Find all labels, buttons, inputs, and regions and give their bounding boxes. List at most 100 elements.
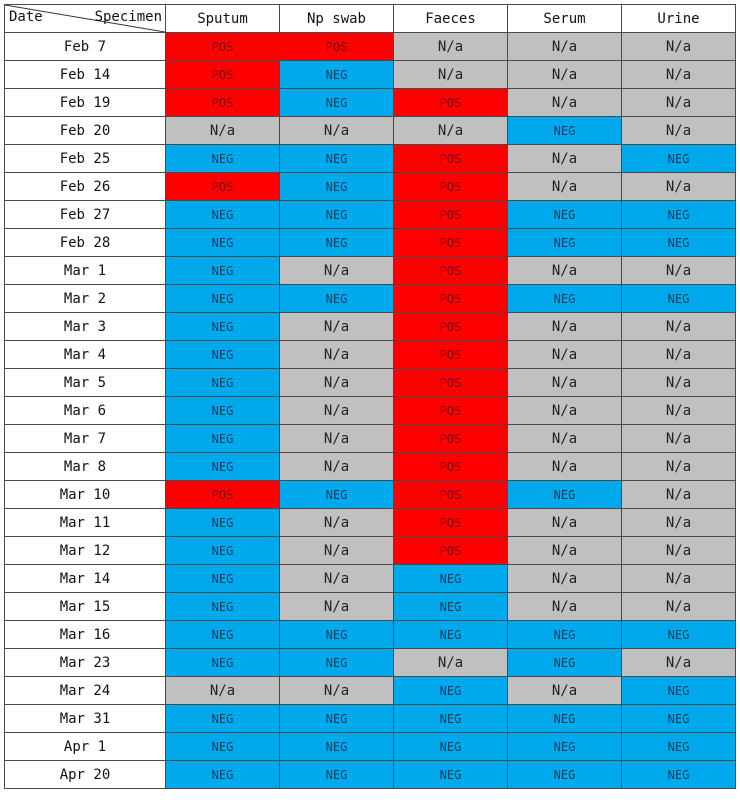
result-cell: NEG — [165, 704, 280, 733]
date-cell: Mar 10 — [4, 480, 166, 509]
date-cell: Mar 3 — [4, 312, 166, 341]
table-row: Mar 8 NEG N/a POS N/a N/a — [4, 452, 736, 481]
result-cell: NEG — [165, 144, 280, 173]
result-cell: N/a — [507, 564, 622, 593]
result-cell: NEG — [165, 536, 280, 565]
result-cell: NEG — [165, 228, 280, 257]
result-cell: NEG — [621, 144, 736, 173]
result-cell: NEG — [279, 704, 394, 733]
result-cell: POS — [393, 200, 508, 229]
result-cell: NEG — [279, 200, 394, 229]
result-cell: POS — [393, 340, 508, 369]
date-cell: Feb 28 — [4, 228, 166, 257]
result-cell: N/a — [507, 396, 622, 425]
specimen-header-label: Specimen — [94, 9, 162, 25]
result-cell: NEG — [279, 284, 394, 313]
result-cell: NEG — [621, 228, 736, 257]
result-cell: N/a — [621, 592, 736, 621]
column-header-urine: Urine — [621, 4, 736, 33]
table-row: Mar 10 POS NEG POS NEG N/a — [4, 480, 736, 509]
result-cell: NEG — [165, 424, 280, 453]
result-cell: NEG — [279, 144, 394, 173]
result-cell: NEG — [507, 760, 622, 789]
result-cell: POS — [393, 256, 508, 285]
result-cell: NEG — [165, 200, 280, 229]
date-cell: Mar 12 — [4, 536, 166, 565]
result-cell: N/a — [507, 340, 622, 369]
table-row: Mar 12 NEG N/a POS N/a N/a — [4, 536, 736, 565]
result-cell: N/a — [279, 592, 394, 621]
table-row: Mar 2 NEG NEG POS NEG NEG — [4, 284, 736, 313]
result-cell: NEG — [621, 732, 736, 761]
result-cell: N/a — [621, 396, 736, 425]
result-cell: N/a — [279, 116, 394, 145]
date-cell: Apr 1 — [4, 732, 166, 761]
date-cell: Mar 24 — [4, 676, 166, 705]
table-row: Mar 23 NEG NEG N/a NEG N/a — [4, 648, 736, 677]
result-cell: NEG — [165, 592, 280, 621]
result-cell: POS — [393, 452, 508, 481]
result-cell: POS — [393, 396, 508, 425]
result-cell: NEG — [279, 88, 394, 117]
result-cell: N/a — [507, 536, 622, 565]
date-cell: Mar 1 — [4, 256, 166, 285]
result-cell: N/a — [393, 116, 508, 145]
result-cell: NEG — [165, 732, 280, 761]
result-cell: POS — [393, 312, 508, 341]
result-cell: NEG — [621, 284, 736, 313]
result-cell: NEG — [393, 564, 508, 593]
result-cell: N/a — [507, 592, 622, 621]
result-cell: N/a — [507, 312, 622, 341]
result-cell: NEG — [165, 284, 280, 313]
result-cell: NEG — [165, 340, 280, 369]
header-row: Date Specimen Sputum Np swab Faeces Seru… — [4, 4, 736, 33]
table-row: Mar 24 N/a N/a NEG N/a NEG — [4, 676, 736, 705]
result-cell: N/a — [621, 536, 736, 565]
table-row: Mar 16 NEG NEG NEG NEG NEG — [4, 620, 736, 649]
result-cell: N/a — [621, 648, 736, 677]
result-cell: NEG — [165, 620, 280, 649]
date-cell: Mar 23 — [4, 648, 166, 677]
result-cell: NEG — [393, 676, 508, 705]
table-row: Mar 11 NEG N/a POS N/a N/a — [4, 508, 736, 537]
result-cell: POS — [165, 32, 280, 61]
table-row: Mar 31 NEG NEG NEG NEG NEG — [4, 704, 736, 733]
table-row: Mar 4 NEG N/a POS N/a N/a — [4, 340, 736, 369]
table-row: Mar 15 NEG N/a NEG N/a N/a — [4, 592, 736, 621]
result-cell: NEG — [393, 620, 508, 649]
corner-header-cell: Date Specimen — [4, 4, 166, 33]
result-cell: NEG — [507, 284, 622, 313]
column-header-sputum: Sputum — [165, 4, 280, 33]
result-cell: NEG — [507, 116, 622, 145]
result-cell: NEG — [279, 620, 394, 649]
result-cell: NEG — [165, 508, 280, 537]
result-cell: N/a — [621, 60, 736, 89]
table-row: Mar 6 NEG N/a POS N/a N/a — [4, 396, 736, 425]
result-cell: NEG — [621, 760, 736, 789]
result-cell: POS — [393, 284, 508, 313]
result-cell: N/a — [393, 32, 508, 61]
result-cell: POS — [393, 368, 508, 397]
specimen-results-table: Date Specimen Sputum Np swab Faeces Seru… — [4, 4, 736, 789]
result-cell: N/a — [621, 88, 736, 117]
result-cell: NEG — [165, 312, 280, 341]
result-cell: NEG — [507, 704, 622, 733]
result-cell: NEG — [393, 760, 508, 789]
result-cell: N/a — [507, 256, 622, 285]
result-cell: N/a — [621, 480, 736, 509]
result-cell: N/a — [507, 172, 622, 201]
result-cell: NEG — [165, 452, 280, 481]
result-cell: N/a — [279, 676, 394, 705]
result-cell: NEG — [165, 760, 280, 789]
column-header-faeces: Faeces — [393, 4, 508, 33]
result-cell: NEG — [393, 732, 508, 761]
column-header-np-swab: Np swab — [279, 4, 394, 33]
date-cell: Mar 8 — [4, 452, 166, 481]
date-cell: Mar 6 — [4, 396, 166, 425]
result-cell: N/a — [279, 256, 394, 285]
column-header-serum: Serum — [507, 4, 622, 33]
result-cell: POS — [279, 32, 394, 61]
result-cell: POS — [393, 172, 508, 201]
result-cell: NEG — [621, 200, 736, 229]
result-cell: N/a — [621, 340, 736, 369]
